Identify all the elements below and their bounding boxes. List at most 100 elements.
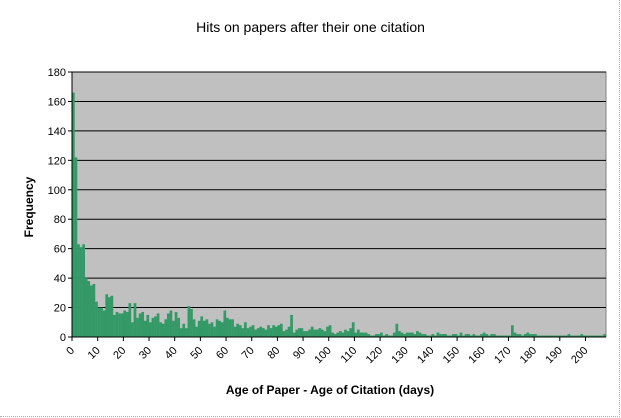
y-tick-label: 100 — [48, 185, 66, 197]
bar-10 — [97, 307, 101, 337]
bar-157 — [475, 335, 478, 337]
bar-196 — [575, 335, 578, 337]
bar-203 — [593, 335, 596, 337]
x-axis-ticks: 0 10 20 30 40 50 60 70 80 90 100 110 120 130 140 150 160… — [64, 337, 591, 366]
bar-27 — [141, 311, 145, 337]
bar-143 — [439, 334, 442, 337]
bar-151 — [459, 332, 463, 337]
bar-152 — [462, 335, 465, 337]
bar-73 — [259, 326, 263, 337]
bar-87 — [295, 329, 299, 337]
bar-86 — [292, 332, 296, 337]
bar-104 — [339, 331, 342, 337]
x-tick-label: 130 — [389, 345, 410, 366]
bar-180 — [534, 334, 537, 337]
bar-181 — [536, 335, 540, 337]
bar-99 — [326, 326, 329, 337]
bar-146 — [446, 335, 450, 337]
bar-111 — [356, 329, 360, 337]
bar-106 — [344, 329, 347, 337]
bar-69 — [249, 326, 252, 337]
bar-120 — [380, 332, 383, 337]
bar-8 — [92, 284, 96, 337]
bar-91 — [305, 331, 309, 337]
bar-32 — [154, 316, 157, 337]
bar-19 — [120, 313, 124, 337]
bar-132 — [410, 332, 414, 337]
bar-60 — [226, 317, 229, 337]
bar-3 — [79, 247, 83, 337]
bar-83 — [285, 329, 288, 337]
bar-85 — [290, 314, 293, 337]
y-tick-label: 80 — [54, 214, 66, 226]
bar-140 — [431, 334, 435, 337]
axes — [71, 72, 606, 338]
bar-71 — [254, 329, 257, 337]
bar-134 — [416, 331, 419, 337]
bar-54 — [210, 322, 214, 337]
bar-119 — [377, 334, 381, 337]
x-tick-label: 0 — [64, 345, 77, 358]
bar-53 — [208, 323, 211, 337]
bar-179 — [531, 334, 535, 337]
bar-42 — [179, 328, 183, 337]
bar-128 — [400, 332, 404, 337]
bar-48 — [195, 326, 198, 337]
bar-31 — [151, 317, 155, 337]
bar-162 — [487, 335, 491, 337]
bar-126 — [395, 323, 399, 337]
bar-41 — [177, 317, 180, 337]
bar-1 — [74, 157, 78, 337]
bar-100 — [328, 325, 332, 337]
bar-175 — [521, 335, 524, 337]
y-tick-label: 20 — [54, 303, 66, 315]
bar-55 — [213, 326, 216, 337]
bar-34 — [159, 322, 163, 337]
bar-50 — [200, 316, 204, 337]
bar-0 — [72, 92, 75, 337]
bar-195 — [572, 335, 576, 337]
x-tick-label: 200 — [569, 345, 590, 366]
bar-12 — [102, 310, 106, 337]
bar-43 — [182, 323, 186, 337]
y-axis-ticks: 0 20 40 60 80 100 120 140 160 180 — [48, 67, 72, 344]
bar-174 — [518, 334, 522, 337]
gridlines — [72, 71, 606, 309]
bar-154 — [467, 334, 471, 337]
bar-185 — [546, 335, 550, 337]
bar-13 — [105, 294, 109, 337]
y-tick-label: 0 — [60, 332, 66, 344]
bar-113 — [362, 332, 365, 337]
bar-161 — [485, 334, 489, 337]
x-tick-label: 170 — [492, 345, 513, 366]
bar-2 — [77, 244, 80, 337]
bar-79 — [274, 326, 278, 337]
bar-38 — [169, 310, 173, 337]
x-tick-label: 10 — [86, 345, 103, 362]
bar-173 — [516, 334, 519, 337]
bar-160 — [482, 332, 486, 337]
bar-103 — [336, 332, 340, 337]
bar-52 — [205, 319, 209, 337]
bar-5 — [84, 278, 88, 337]
bar-61 — [228, 319, 232, 337]
bar-98 — [323, 331, 327, 337]
bar-190 — [559, 335, 563, 337]
y-tick-label: 180 — [48, 67, 66, 79]
bar-142 — [436, 332, 440, 337]
bar-192 — [564, 335, 568, 337]
y-tick-label: 120 — [48, 155, 66, 167]
bar-171 — [511, 325, 514, 337]
bar-110 — [354, 332, 358, 337]
bar-22 — [128, 303, 132, 337]
plot-area — [71, 71, 607, 338]
bar-144 — [441, 334, 445, 337]
bar-96 — [318, 328, 322, 337]
x-tick-label: 80 — [265, 345, 282, 362]
bar-23 — [131, 322, 134, 337]
y-tick-label: 40 — [54, 273, 66, 285]
bar-130 — [405, 332, 409, 337]
bar-62 — [231, 319, 234, 337]
bar-75 — [264, 329, 268, 337]
